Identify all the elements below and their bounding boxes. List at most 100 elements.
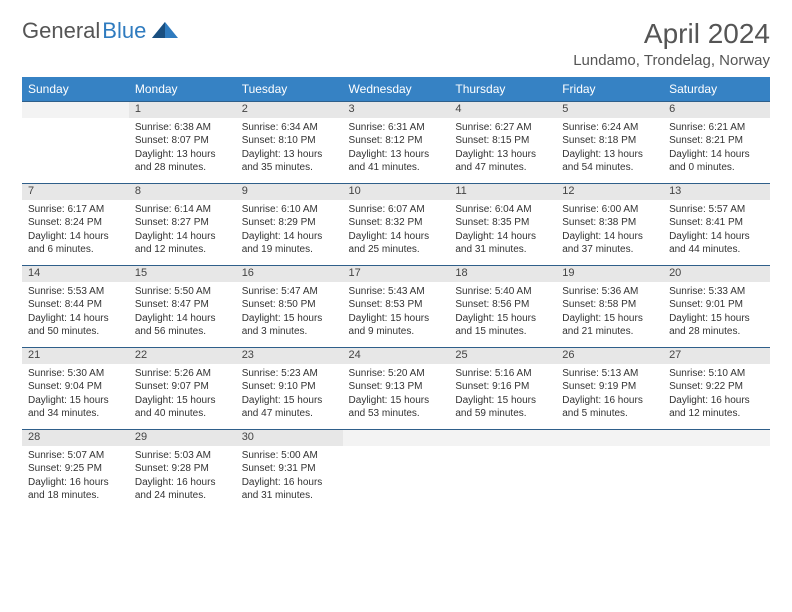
sunrise: Sunrise: 5:50 AM (135, 285, 230, 299)
sunset: Sunset: 9:31 PM (242, 462, 337, 476)
day-number: 15 (129, 266, 236, 282)
day-number: 23 (236, 348, 343, 364)
daylight: Daylight: 15 hours and 53 minutes. (349, 394, 444, 421)
sunset: Sunset: 9:22 PM (669, 380, 764, 394)
page-title: April 2024 (573, 18, 770, 50)
logo-word1: General (22, 18, 100, 44)
day-cell: Sunrise: 6:24 AMSunset: 8:18 PMDaylight:… (556, 118, 663, 184)
day-number: 17 (343, 266, 450, 282)
day-cell (663, 446, 770, 512)
day-number (343, 430, 450, 446)
day-number: 16 (236, 266, 343, 282)
sunset: Sunset: 8:07 PM (135, 134, 230, 148)
sunrise: Sunrise: 6:38 AM (135, 121, 230, 135)
sunset: Sunset: 8:38 PM (562, 216, 657, 230)
weekday-header: Wednesday (343, 77, 450, 102)
day-cell: Sunrise: 5:13 AMSunset: 9:19 PMDaylight:… (556, 364, 663, 430)
daylight: Daylight: 14 hours and 56 minutes. (135, 312, 230, 339)
daylight: Daylight: 16 hours and 18 minutes. (28, 476, 123, 503)
day-number: 27 (663, 348, 770, 364)
sunrise: Sunrise: 6:00 AM (562, 203, 657, 217)
weekday-header: Thursday (449, 77, 556, 102)
sunset: Sunset: 8:21 PM (669, 134, 764, 148)
weekday-header: Saturday (663, 77, 770, 102)
day-number: 19 (556, 266, 663, 282)
day-cell (449, 446, 556, 512)
day-cell: Sunrise: 6:14 AMSunset: 8:27 PMDaylight:… (129, 200, 236, 266)
sunset: Sunset: 9:19 PM (562, 380, 657, 394)
sunset: Sunset: 8:56 PM (455, 298, 550, 312)
weekday-header: Tuesday (236, 77, 343, 102)
day-number: 4 (449, 102, 556, 118)
day-number: 24 (343, 348, 450, 364)
day-cell: Sunrise: 5:16 AMSunset: 9:16 PMDaylight:… (449, 364, 556, 430)
day-cell: Sunrise: 6:38 AMSunset: 8:07 PMDaylight:… (129, 118, 236, 184)
daynum-row: 123456 (22, 102, 770, 118)
day-number: 11 (449, 184, 556, 200)
day-number: 12 (556, 184, 663, 200)
day-cell: Sunrise: 5:07 AMSunset: 9:25 PMDaylight:… (22, 446, 129, 512)
day-number: 7 (22, 184, 129, 200)
daylight: Daylight: 14 hours and 12 minutes. (135, 230, 230, 257)
content-row: Sunrise: 5:53 AMSunset: 8:44 PMDaylight:… (22, 282, 770, 348)
sunset: Sunset: 8:44 PM (28, 298, 123, 312)
day-number: 10 (343, 184, 450, 200)
daylight: Daylight: 16 hours and 24 minutes. (135, 476, 230, 503)
day-number: 6 (663, 102, 770, 118)
sunrise: Sunrise: 6:10 AM (242, 203, 337, 217)
daylight: Daylight: 14 hours and 37 minutes. (562, 230, 657, 257)
content-row: Sunrise: 6:17 AMSunset: 8:24 PMDaylight:… (22, 200, 770, 266)
sunset: Sunset: 8:29 PM (242, 216, 337, 230)
daynum-row: 21222324252627 (22, 348, 770, 364)
day-cell: Sunrise: 5:57 AMSunset: 8:41 PMDaylight:… (663, 200, 770, 266)
sunrise: Sunrise: 6:07 AM (349, 203, 444, 217)
sunset: Sunset: 8:58 PM (562, 298, 657, 312)
day-number: 8 (129, 184, 236, 200)
sunrise: Sunrise: 5:13 AM (562, 367, 657, 381)
day-number: 3 (343, 102, 450, 118)
logo-icon (152, 18, 178, 44)
sunset: Sunset: 9:25 PM (28, 462, 123, 476)
daylight: Daylight: 13 hours and 35 minutes. (242, 148, 337, 175)
daylight: Daylight: 15 hours and 15 minutes. (455, 312, 550, 339)
sunset: Sunset: 8:10 PM (242, 134, 337, 148)
daynum-row: 78910111213 (22, 184, 770, 200)
sunset: Sunset: 9:28 PM (135, 462, 230, 476)
day-number: 26 (556, 348, 663, 364)
sunset: Sunset: 8:35 PM (455, 216, 550, 230)
sunrise: Sunrise: 6:14 AM (135, 203, 230, 217)
daylight: Daylight: 15 hours and 21 minutes. (562, 312, 657, 339)
day-cell (343, 446, 450, 512)
sunset: Sunset: 8:50 PM (242, 298, 337, 312)
title-block: April 2024 Lundamo, Trondelag, Norway (573, 18, 770, 69)
day-number: 20 (663, 266, 770, 282)
day-number: 28 (22, 430, 129, 446)
weekday-header-row: Sunday Monday Tuesday Wednesday Thursday… (22, 77, 770, 102)
day-number (22, 102, 129, 118)
day-cell: Sunrise: 6:00 AMSunset: 8:38 PMDaylight:… (556, 200, 663, 266)
sunrise: Sunrise: 5:30 AM (28, 367, 123, 381)
day-cell: Sunrise: 5:33 AMSunset: 9:01 PMDaylight:… (663, 282, 770, 348)
sunrise: Sunrise: 5:36 AM (562, 285, 657, 299)
day-number (449, 430, 556, 446)
sunset: Sunset: 9:07 PM (135, 380, 230, 394)
daylight: Daylight: 14 hours and 19 minutes. (242, 230, 337, 257)
day-cell: Sunrise: 5:03 AMSunset: 9:28 PMDaylight:… (129, 446, 236, 512)
daylight: Daylight: 15 hours and 3 minutes. (242, 312, 337, 339)
day-cell: Sunrise: 5:20 AMSunset: 9:13 PMDaylight:… (343, 364, 450, 430)
day-cell: Sunrise: 5:40 AMSunset: 8:56 PMDaylight:… (449, 282, 556, 348)
day-cell: Sunrise: 5:00 AMSunset: 9:31 PMDaylight:… (236, 446, 343, 512)
day-cell: Sunrise: 5:26 AMSunset: 9:07 PMDaylight:… (129, 364, 236, 430)
logo: GeneralBlue (22, 18, 178, 44)
day-cell: Sunrise: 5:43 AMSunset: 8:53 PMDaylight:… (343, 282, 450, 348)
sunrise: Sunrise: 5:33 AM (669, 285, 764, 299)
day-number: 1 (129, 102, 236, 118)
sunset: Sunset: 9:13 PM (349, 380, 444, 394)
logo-word2: Blue (102, 18, 146, 44)
day-cell: Sunrise: 6:34 AMSunset: 8:10 PMDaylight:… (236, 118, 343, 184)
sunset: Sunset: 8:53 PM (349, 298, 444, 312)
day-cell: Sunrise: 5:53 AMSunset: 8:44 PMDaylight:… (22, 282, 129, 348)
sunset: Sunset: 8:12 PM (349, 134, 444, 148)
daylight: Daylight: 15 hours and 59 minutes. (455, 394, 550, 421)
sunrise: Sunrise: 5:43 AM (349, 285, 444, 299)
